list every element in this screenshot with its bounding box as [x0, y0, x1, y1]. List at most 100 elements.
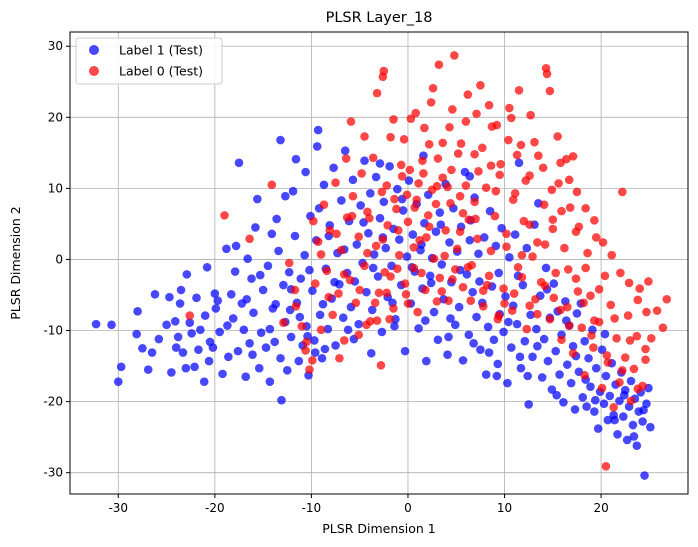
- data-point: [522, 324, 532, 334]
- data-point: [243, 254, 252, 264]
- data-point: [422, 356, 431, 366]
- legend-entry-label-1: Label 1 (Test): [119, 43, 203, 58]
- data-point: [493, 359, 503, 369]
- data-point: [642, 307, 651, 317]
- data-point: [521, 176, 531, 185]
- data-point: [403, 299, 413, 308]
- data-point: [435, 273, 445, 283]
- data-point: [270, 337, 280, 347]
- data-point: [448, 105, 457, 114]
- data-point: [276, 353, 285, 363]
- data-point: [626, 376, 636, 386]
- data-point: [274, 246, 283, 256]
- y-tick-label: 30: [48, 39, 63, 53]
- data-point: [638, 417, 647, 426]
- data-point: [276, 135, 285, 145]
- data-point: [265, 324, 275, 334]
- data-point: [224, 352, 233, 362]
- data-point: [414, 179, 423, 188]
- data-point: [502, 229, 511, 239]
- legend-box: [75, 37, 223, 85]
- data-point: [642, 399, 651, 409]
- data-point: [476, 81, 485, 90]
- data-point: [312, 142, 322, 151]
- data-point: [597, 383, 607, 393]
- data-point: [368, 153, 378, 163]
- data-point: [382, 181, 392, 190]
- data-point: [591, 363, 601, 373]
- legend: Label 1 (Test) Label 0 (Test): [75, 37, 223, 85]
- data-point: [284, 267, 294, 277]
- data-point: [568, 341, 578, 351]
- data-point: [455, 191, 465, 201]
- data-point: [351, 298, 361, 308]
- data-point: [313, 125, 323, 135]
- data-point: [421, 285, 430, 295]
- data-point: [340, 146, 350, 155]
- data-point: [589, 343, 598, 352]
- data-point: [288, 186, 298, 196]
- data-point: [433, 154, 443, 163]
- data-point: [555, 370, 564, 379]
- data-point: [200, 311, 210, 320]
- data-point: [331, 341, 340, 350]
- data-point: [404, 176, 414, 185]
- data-point: [385, 162, 394, 171]
- data-point: [465, 171, 475, 181]
- data-point: [150, 289, 160, 299]
- data-point: [315, 310, 325, 320]
- data-point: [412, 195, 421, 205]
- data-point: [337, 245, 346, 255]
- data-point: [443, 350, 452, 359]
- data-point: [583, 248, 592, 258]
- data-point: [437, 260, 447, 269]
- x-tick-label: 20: [593, 501, 608, 515]
- data-point: [646, 422, 655, 432]
- data-point: [552, 390, 561, 400]
- data-point: [267, 180, 277, 190]
- data-point: [492, 371, 502, 381]
- data-point: [362, 320, 371, 330]
- data-point: [600, 329, 610, 339]
- data-point: [628, 420, 638, 430]
- data-point: [364, 228, 373, 238]
- data-point: [632, 441, 642, 450]
- data-point: [603, 415, 613, 425]
- data-point: [422, 233, 431, 242]
- data-point: [499, 327, 508, 337]
- data-point: [516, 363, 526, 373]
- data-point: [386, 272, 395, 281]
- data-point: [339, 336, 349, 345]
- data-point: [626, 396, 636, 406]
- data-point: [318, 299, 328, 309]
- data-point: [579, 298, 589, 308]
- data-point: [453, 149, 463, 158]
- data-point: [470, 197, 479, 207]
- data-point: [379, 66, 389, 76]
- data-point: [497, 223, 506, 233]
- data-point: [591, 233, 601, 242]
- data-point: [415, 235, 424, 245]
- data-point: [582, 402, 591, 411]
- data-point: [253, 194, 262, 204]
- data-point: [258, 285, 268, 295]
- data-point: [466, 296, 476, 305]
- data-point: [378, 235, 388, 244]
- data-point: [402, 252, 412, 261]
- data-point: [615, 378, 624, 387]
- data-point: [504, 135, 513, 145]
- data-point: [295, 312, 305, 322]
- y-tick-label: -10: [43, 324, 63, 338]
- y-tick-label: 20: [48, 110, 63, 124]
- data-point: [310, 336, 319, 345]
- data-point: [509, 289, 519, 298]
- chart-title: PLSR Layer_18: [326, 10, 433, 26]
- data-point: [343, 325, 353, 335]
- data-point: [629, 432, 639, 441]
- data-point: [310, 279, 320, 288]
- data-point: [366, 348, 376, 358]
- data-point: [434, 60, 444, 69]
- data-point: [647, 334, 656, 343]
- axis-ticks: -30 -20 -10 0 10 20 -30 -20 -10 0 10 20 30: [43, 39, 608, 515]
